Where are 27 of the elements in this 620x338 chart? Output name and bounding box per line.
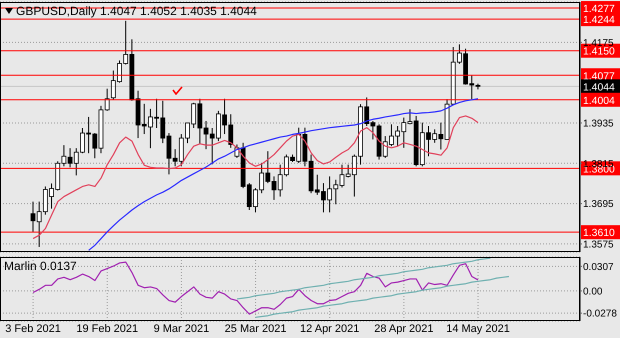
- line-series: [236, 258, 491, 300]
- ref-line-label: 1.4277: [583, 4, 615, 16]
- x-tick-label: 14 May 2021: [446, 323, 510, 335]
- x-tick-label: 19 Feb 2021: [76, 323, 138, 335]
- line-series: [254, 276, 510, 318]
- x-tick-label: 12 Apr 2021: [300, 323, 360, 335]
- ref-line-label: 1.4004: [583, 96, 615, 107]
- y-tick-label: 1.3575: [583, 239, 614, 250]
- x-tick-label: 9 Mar 2021: [154, 323, 210, 335]
- line-series: [32, 115, 479, 240]
- ref-line-label: 1.4244: [583, 15, 615, 26]
- ref-line-label: 1.4044: [583, 82, 615, 94]
- x-tick-label: 25 Mar 2021: [224, 323, 286, 335]
- y-tick-label: 0.00: [583, 286, 603, 298]
- ref-line-label: 1.4150: [583, 46, 615, 58]
- y-tick-label: 1.3935: [583, 118, 614, 130]
- y-tick-label: 0.0307: [583, 262, 614, 273]
- y-tick-label: -0.0278: [583, 308, 618, 320]
- ref-line-label: 1.4077: [583, 71, 615, 82]
- y-tick-label: 1.3695: [583, 199, 614, 210]
- chart-title: GBPUSD,Daily 1.4047 1.4052 1.4035 1.4044: [16, 4, 257, 18]
- chart-title: Marlin 0.0137: [4, 259, 77, 273]
- x-tick-label: 28 Apr 2021: [374, 323, 434, 335]
- ref-line-label: 1.3800: [583, 164, 615, 176]
- x-tick-label: 3 Feb 2021: [5, 323, 61, 335]
- ref-line-label: 1.3610: [583, 228, 615, 240]
- line-series: [88, 98, 479, 251]
